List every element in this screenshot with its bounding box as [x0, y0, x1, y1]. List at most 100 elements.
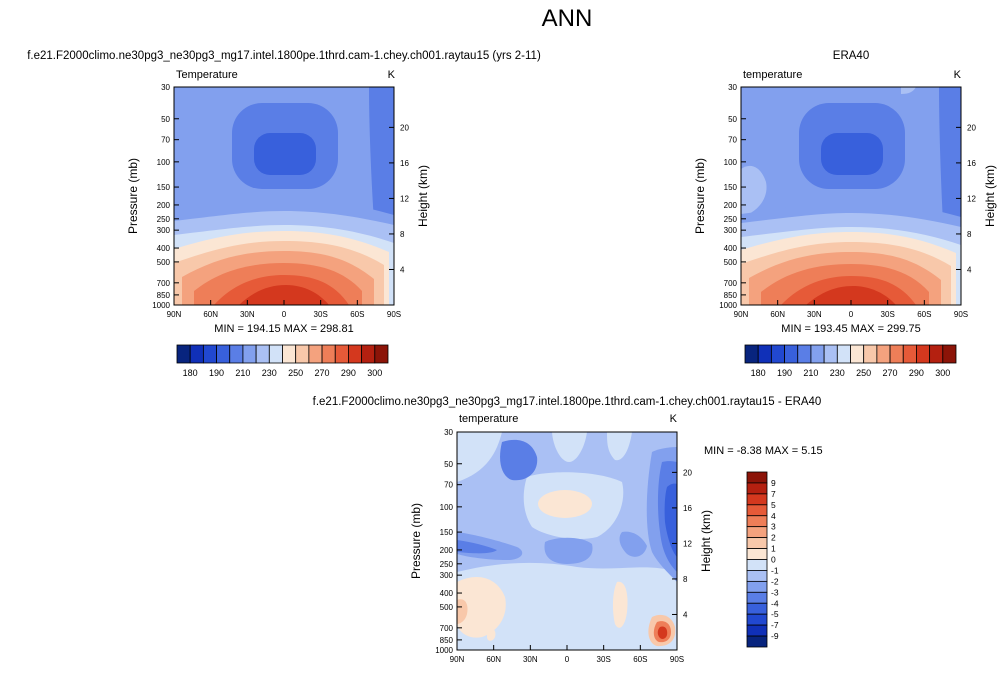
p-tick-label: 700: [724, 279, 738, 288]
colorbar-label: 3: [771, 522, 776, 532]
p-tick-label: 70: [444, 481, 453, 490]
p-tick-label: 400: [724, 244, 738, 253]
panel-subtitle-right: K: [388, 69, 396, 81]
lat-tick-label: 0: [849, 310, 854, 319]
colorbar-swatch: [757, 344, 772, 364]
colorbar-swatch: [746, 580, 768, 593]
colorbar-swatch: [216, 344, 231, 364]
colorbar-swatch: [889, 344, 904, 364]
contour-field: [740, 86, 962, 306]
p-tick-label: 150: [440, 528, 454, 537]
colorbar-swatch: [202, 344, 217, 364]
colorbar-swatch: [348, 344, 363, 364]
colorbar-label: -4: [771, 598, 779, 608]
colorbar-swatch: [746, 570, 768, 582]
p-tick-label: 50: [444, 460, 453, 469]
height-tick-label: 20: [400, 123, 409, 132]
colorbar-label: -9: [771, 631, 779, 641]
colorbar-label: 210: [803, 368, 818, 378]
lat-tick-label: 60S: [633, 655, 647, 664]
ylabel-height: Height (km): [983, 165, 997, 227]
colorbar-label: 1: [771, 544, 776, 554]
colorbar-label: 300: [367, 368, 382, 378]
lat-tick-label: 60S: [350, 310, 364, 319]
p-tick-label: 850: [157, 291, 171, 300]
colorbar-swatch: [746, 548, 768, 560]
colorbar-swatch: [746, 602, 768, 615]
lat-tick-label: 30N: [807, 310, 822, 319]
height-tick-label: 16: [683, 504, 692, 513]
colorbar-label: 180: [751, 368, 766, 378]
lat-tick-label: 90N: [450, 655, 465, 664]
colorbar-swatch: [268, 344, 283, 364]
p-tick-label: 300: [157, 226, 171, 235]
lat-tick-label: 30S: [314, 310, 328, 319]
colorbar-swatch: [746, 591, 768, 604]
colorbar-swatch: [746, 482, 768, 495]
lat-tick-label: 60N: [770, 310, 785, 319]
p-tick-label: 400: [157, 244, 171, 253]
colorbar-swatch: [746, 515, 768, 528]
panel-subtitle-left: Temperature: [176, 69, 238, 81]
p-tick-label: 700: [157, 279, 171, 288]
colorbar-swatch: [746, 559, 768, 571]
panel-subtitle-right: K: [670, 413, 678, 425]
ylabel-pressure: Pressure (mb): [126, 158, 140, 234]
colorbar-label: 250: [288, 368, 303, 378]
colorbar-swatch: [282, 344, 297, 364]
colorbar-swatch: [242, 344, 257, 364]
colorbar-swatch: [942, 344, 957, 364]
colorbar-label: 190: [777, 368, 792, 378]
p-tick-label: 1000: [435, 646, 453, 655]
colorbar-swatch: [784, 344, 799, 364]
colorbar-label: -1: [771, 565, 779, 575]
height-tick-label: 8: [683, 575, 688, 584]
colorbar-swatch: [850, 344, 865, 364]
colorbar-label: -2: [771, 576, 779, 586]
height-tick-label: 16: [400, 159, 409, 168]
height-tick-label: 12: [967, 194, 976, 203]
colorbar-swatch: [746, 493, 768, 506]
panel-title: ERA40: [833, 50, 869, 62]
colorbar-swatch: [746, 624, 768, 637]
colorbar-label: 250: [856, 368, 871, 378]
colorbar-label: -3: [771, 587, 779, 597]
colorbar-label: 180: [183, 368, 198, 378]
colorbar-swatch: [929, 344, 944, 364]
colorbar-label: -7: [771, 620, 779, 630]
height-tick-label: 4: [683, 610, 688, 619]
height-tick-label: 8: [967, 230, 972, 239]
panel-era40: ERA40 temperature K 30507010015020025030…: [693, 50, 997, 378]
colorbar-swatch: [836, 344, 851, 364]
colorbar-label: 230: [830, 368, 845, 378]
colorbar-swatch: [770, 344, 785, 364]
colorbar-swatch: [746, 526, 768, 539]
p-tick-label: 50: [728, 115, 737, 124]
colorbar-swatch: [876, 344, 891, 364]
p-tick-label: 1000: [152, 301, 170, 310]
p-tick-label: 250: [724, 215, 738, 224]
colorbar-swatch: [746, 471, 768, 484]
colorbar-swatch: [374, 344, 389, 364]
height-tick-label: 8: [400, 230, 405, 239]
height-tick-label: 4: [967, 265, 972, 274]
colorbar-label: -5: [771, 609, 779, 619]
lat-tick-label: 90N: [734, 310, 749, 319]
panel-model: f.e21.F2000climo.ne30pg3_ne30pg3_mg17.in…: [27, 50, 541, 378]
p-tick-label: 300: [724, 226, 738, 235]
lat-tick-label: 60S: [917, 310, 931, 319]
colorbar-swatch: [189, 344, 204, 364]
p-tick-label: 250: [157, 215, 171, 224]
stats-label: MIN = -8.38 MAX = 5.15: [704, 445, 823, 457]
colorbar-swatch: [902, 344, 917, 364]
colorbar-swatch: [334, 344, 349, 364]
height-tick-label: 16: [967, 159, 976, 168]
lat-tick-label: 30S: [597, 655, 611, 664]
p-tick-label: 30: [161, 83, 170, 92]
p-tick-label: 850: [724, 291, 738, 300]
p-tick-label: 200: [157, 201, 171, 210]
lat-tick-label: 90N: [167, 310, 182, 319]
height-tick-label: 4: [400, 265, 405, 274]
colorbar-swatch: [308, 344, 323, 364]
